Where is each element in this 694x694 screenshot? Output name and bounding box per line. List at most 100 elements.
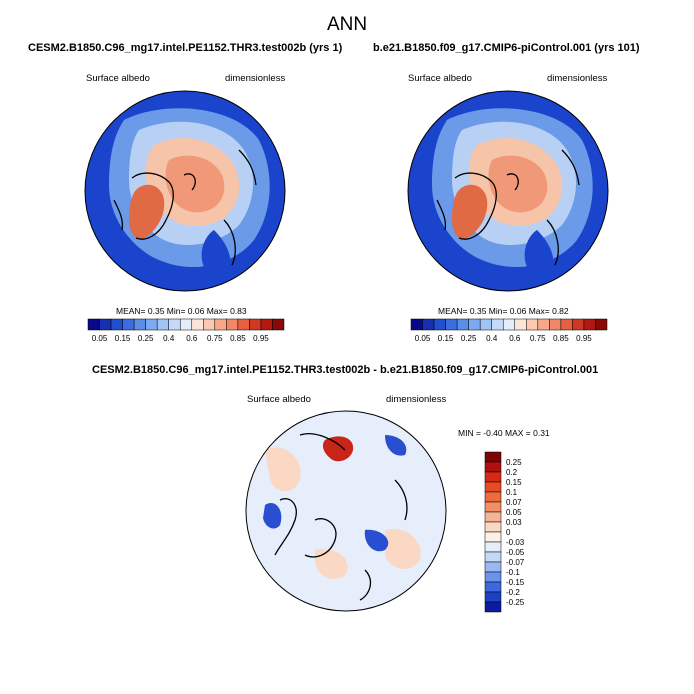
- right-stats: MEAN= 0.35 Min= 0.06 Max= 0.82: [438, 306, 569, 316]
- diff-colorbar-swatch: [484, 481, 502, 493]
- diff-units-label: dimensionless: [386, 394, 447, 405]
- left-colorbar-swatch: [87, 318, 100, 331]
- right-colorbar-swatch: [491, 318, 504, 331]
- diff-colorbar-swatch: [484, 541, 502, 553]
- right-colorbar-swatch: [410, 318, 423, 331]
- right-colorbar-swatch: [502, 318, 516, 331]
- left-colorbar-tick-label: 0.85: [230, 334, 246, 343]
- left-colorbar-swatch: [203, 318, 216, 331]
- left-colorbar-swatch: [99, 318, 112, 331]
- left-colorbar-swatch: [214, 318, 227, 331]
- right-colorbar-tick-label: 0.15: [438, 334, 454, 343]
- right-colorbar-swatch: [537, 318, 550, 331]
- diff-colorbar-tick-label: -0.05: [506, 548, 525, 557]
- left-colorbar-tick-label: 0.05: [92, 334, 108, 343]
- left-colorbar-swatch: [156, 318, 169, 331]
- right-colorbar-swatch: [422, 318, 435, 331]
- diff-colorbar-tick-label: -0.15: [506, 578, 525, 587]
- left-colorbar-swatch: [260, 318, 273, 331]
- diff-colorbar-tick-label: -0.07: [506, 558, 525, 567]
- diff-colorbar-tick-label: 0: [506, 528, 511, 537]
- right-colorbar-swatch: [526, 318, 539, 331]
- right-colorbar-swatch: [433, 318, 446, 331]
- left-colorbar-swatch: [122, 318, 135, 331]
- right-colorbar-swatch: [479, 318, 492, 331]
- left-panel-title: CESM2.B1850.C96_mg17.intel.PE1152.THR3.t…: [28, 42, 343, 54]
- diff-colorbar-tick-label: 0.2: [506, 468, 518, 477]
- diff-stats: MIN = -0.40 MAX = 0.31: [458, 428, 550, 438]
- left-colorbar-swatch: [191, 318, 204, 331]
- left-colorbar-tick-label: 0.75: [207, 334, 223, 343]
- right-colorbar-swatch: [549, 318, 562, 331]
- right-colorbar-swatch: [595, 318, 608, 331]
- right-units-label: dimensionless: [547, 73, 608, 84]
- right-colorbar-swatch: [514, 318, 527, 331]
- diff-panel-title: CESM2.B1850.C96_mg17.intel.PE1152.THR3.t…: [92, 364, 599, 376]
- diff-colorbar-swatch: [484, 471, 502, 483]
- right-colorbar-swatch: [445, 318, 458, 331]
- right-colorbar-tick-label: 0.4: [486, 334, 498, 343]
- right-variable-label: Surface albedo: [408, 73, 472, 84]
- left-colorbar-swatch: [272, 318, 285, 331]
- left-colorbar-swatch: [145, 318, 158, 331]
- right-colorbar-swatch: [456, 318, 469, 331]
- diff-variable-label: Surface albedo: [247, 394, 311, 405]
- left-colorbar-swatch: [110, 318, 123, 331]
- diff-colorbar-swatch: [484, 561, 502, 573]
- right-colorbar-swatch: [560, 318, 573, 331]
- diff-colorbar-tick-label: 0.1: [506, 488, 518, 497]
- diff-colorbar-tick-label: 0.15: [506, 478, 522, 487]
- left-colorbar-tick-label: 0.95: [253, 334, 269, 343]
- left-colorbar-swatch: [237, 318, 250, 331]
- left-colorbar-swatch: [133, 318, 146, 331]
- left-colorbar: 0.05 0.15 0.25 0.4 0.6 0.75 0.85 0.95: [87, 318, 285, 343]
- right-colorbar-tick-label: 0.95: [576, 334, 592, 343]
- right-colorbar-swatch: [468, 318, 481, 331]
- left-colorbar-tick-label: 0.25: [138, 334, 154, 343]
- right-colorbar: 0.05 0.15 0.25 0.4 0.6 0.75 0.85 0.95: [410, 318, 608, 343]
- diff-colorbar-tick-label: -0.2: [506, 588, 520, 597]
- right-colorbar-tick-label: 0.85: [553, 334, 569, 343]
- diff-colorbar-swatch: [484, 601, 502, 613]
- diff-colorbar-swatch: [484, 571, 502, 583]
- left-colorbar-swatch: [249, 318, 262, 331]
- right-colorbar-tick-label: 0.05: [415, 334, 431, 343]
- diff-colorbar-tick-label: 0.07: [506, 498, 522, 507]
- figure-title: ANN: [326, 14, 368, 35]
- diff-colorbar-swatch: [484, 581, 502, 593]
- right-colorbar-tick-label: 0.6: [509, 334, 521, 343]
- right-colorbar-swatch: [572, 318, 585, 331]
- diff-colorbar-swatch: [484, 501, 502, 513]
- right-colorbar-tick-label: 0.75: [530, 334, 546, 343]
- right-colorbar-swatch: [583, 318, 596, 331]
- diff-colorbar-swatch: [484, 491, 502, 503]
- diff-colorbar-swatch: [484, 451, 502, 463]
- diff-colorbar-tick-label: 0.25: [506, 458, 522, 467]
- left-stats: MEAN= 0.35 Min= 0.06 Max= 0.83: [116, 306, 247, 316]
- left-colorbar-tick-label: 0.15: [115, 334, 131, 343]
- diff-colorbar-tick-label: -0.03: [506, 538, 525, 547]
- left-units-label: dimensionless: [225, 73, 286, 84]
- diff-colorbar-swatch: [484, 511, 502, 523]
- diff-colorbar-tick-label: -0.25: [506, 598, 525, 607]
- diff-colorbar-tick-label: 0.05: [506, 508, 522, 517]
- left-colorbar-swatch: [226, 318, 239, 331]
- right-colorbar-tick-label: 0.25: [461, 334, 477, 343]
- left-colorbar-tick-label: 0.6: [186, 334, 198, 343]
- left-colorbar-swatch: [168, 318, 181, 331]
- diff-colorbar: 0.250.20.150.10.070.050.030-0.03-0.05-0.…: [484, 451, 525, 613]
- diff-colorbar-swatch: [484, 591, 502, 603]
- diff-colorbar-swatch: [484, 461, 502, 473]
- diff-colorbar-swatch: [484, 531, 502, 543]
- left-colorbar-swatch: [179, 318, 193, 331]
- right-panel-title: b.e21.B1850.f09_g17.CMIP6-piControl.001 …: [373, 42, 640, 54]
- left-colorbar-tick-label: 0.4: [163, 334, 175, 343]
- right-polar-map: [407, 90, 609, 292]
- left-polar-map: [84, 90, 286, 292]
- diff-polar-map: [245, 410, 447, 612]
- left-variable-label: Surface albedo: [86, 73, 150, 84]
- diff-colorbar-tick-label: -0.1: [506, 568, 520, 577]
- diff-colorbar-swatch: [484, 551, 502, 563]
- diff-colorbar-tick-label: 0.03: [506, 518, 522, 527]
- diff-colorbar-swatch: [484, 521, 502, 533]
